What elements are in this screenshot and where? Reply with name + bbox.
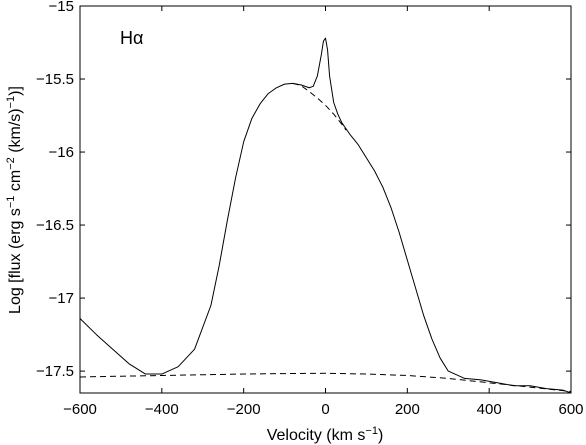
y-tick-label: −15 (49, 0, 74, 15)
y-tick-label: −15.5 (36, 71, 74, 88)
x-tick-label: 0 (321, 401, 329, 418)
observed-spectrum-line (79, 37, 572, 394)
x-tick-label: −400 (145, 401, 179, 418)
y-tick-label: −16.5 (36, 217, 74, 234)
dashed-fit-line-1 (79, 372, 572, 393)
series-layer (79, 37, 572, 394)
y-tick-label: −16 (49, 144, 74, 161)
x-tick-label: 400 (477, 401, 502, 418)
x-tick-label: 200 (395, 401, 420, 418)
x-tick-label: 600 (558, 401, 583, 418)
x-tick-label: −200 (227, 401, 261, 418)
y-tick-label: −17.5 (36, 363, 74, 380)
x-axis-title: Velocity (km s−1) (267, 425, 384, 444)
annotation-halpha: Hα (120, 28, 143, 48)
dashed-fit-line-2 (292, 82, 347, 131)
y-tick-label: −17 (49, 290, 74, 307)
y-axis-title: Log [flux (erg s−1 cm−2 (km/s)−1)] (5, 86, 24, 314)
plot-frame (79, 5, 572, 394)
x-tick-label: −600 (63, 401, 97, 418)
axis-ticks: −600 −400 −200 0 200 400 600 −15 −15.5 −16 −16.5 −1… (36, 0, 583, 418)
